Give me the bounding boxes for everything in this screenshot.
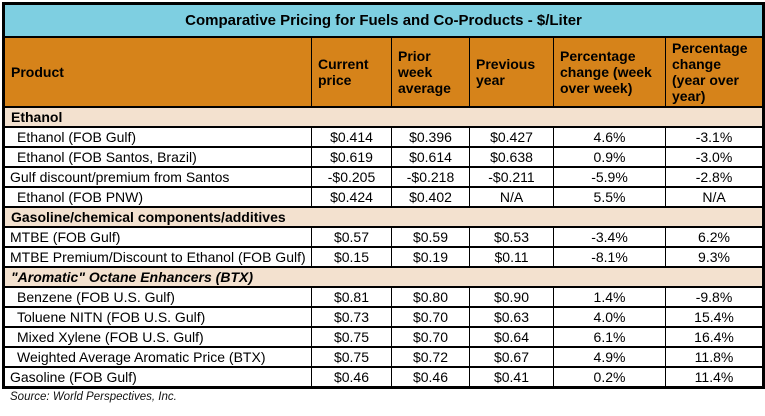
- value-cell: 11.8%: [664, 345, 765, 368]
- value-cell: 6.2%: [664, 225, 765, 248]
- product-cell: Gulf discount/premium from Santos: [3, 165, 312, 188]
- value-cell: $0.81: [311, 285, 392, 308]
- column-header-row: Product Current price Prior week average Pr…: [3, 36, 765, 108]
- value-cell: $0.46: [311, 365, 392, 388]
- product-cell: Benzene (FOB U.S. Gulf): [3, 285, 312, 308]
- table-row-mtbe-fob-gulf: MTBE (FOB Gulf) $0.57 $0.59 $0.53 -3.4% 6.2%: [3, 225, 765, 248]
- value-cell: -3.1%: [664, 125, 765, 148]
- value-cell: $0.19: [391, 245, 470, 268]
- value-cell: $0.396: [391, 125, 470, 148]
- value-cell: $0.70: [391, 325, 470, 348]
- table-row-mixed-xylene-fob-u-s-gulf: Mixed Xylene (FOB U.S. Gulf) $0.75 $0.70 $0…: [3, 325, 765, 348]
- table-body: Ethanol Ethanol (FOB Gulf) $0.414 $0.396 $0.…: [2, 105, 765, 388]
- product-cell: Ethanol (FOB Gulf): [3, 125, 312, 148]
- value-cell: $0.57: [311, 225, 392, 248]
- table-row-ethanol-fob-gulf: Ethanol (FOB Gulf) $0.414 $0.396 $0.427 4.6%…: [3, 125, 765, 148]
- value-cell: -3.0%: [664, 145, 765, 168]
- column-header-prior-week-average: Prior week average: [391, 36, 470, 108]
- value-cell: $0.64: [469, 325, 554, 348]
- value-cell: 1.4%: [553, 285, 666, 308]
- value-cell: 15.4%: [664, 305, 765, 328]
- section-header-label: "Aromatic" Octane Enhancers (BTX): [2, 265, 765, 288]
- value-cell: -$0.218: [391, 165, 470, 188]
- product-cell: Weighted Average Aromatic Price (BTX): [3, 345, 312, 368]
- table-row-mtbe-premium-discount-to-ethanol-fob-gulf: MTBE Premium/Discount to Ethanol (FOB Gu…: [3, 245, 765, 268]
- value-cell: -2.8%: [664, 165, 765, 188]
- value-cell: $0.80: [391, 285, 470, 308]
- value-cell: N/A: [469, 185, 554, 208]
- table-row-ethanol-fob-pnw: Ethanol (FOB PNW) $0.424 $0.402 N/A 5.5% N/A: [3, 185, 765, 208]
- value-cell: $0.427: [469, 125, 554, 148]
- value-cell: 0.2%: [553, 365, 666, 388]
- value-cell: 6.1%: [553, 325, 666, 348]
- table-row-gasoline-fob-gulf: Gasoline (FOB Gulf) $0.46 $0.46 $0.41 0.2% 11…: [3, 365, 765, 388]
- product-cell: Ethanol (FOB PNW): [3, 185, 312, 208]
- value-cell: 11.4%: [664, 365, 765, 388]
- product-cell: Toluene NITN (FOB U.S. Gulf): [3, 305, 312, 328]
- value-cell: $0.72: [391, 345, 470, 368]
- pricing-table: Comparative Pricing for Fuels and Co-Pro…: [2, 2, 765, 389]
- value-cell: 4.0%: [553, 305, 666, 328]
- value-cell: $0.63: [469, 305, 554, 328]
- table-row-toluene-nitn-fob-u-s-gulf: Toluene NITN (FOB U.S. Gulf) $0.73 $0.70 $0…: [3, 305, 765, 328]
- section-header-label: Ethanol: [2, 105, 765, 128]
- value-cell: $0.73: [311, 305, 392, 328]
- value-cell: $0.75: [311, 325, 392, 348]
- column-header-current-price: Current price: [311, 36, 392, 108]
- product-cell: Mixed Xylene (FOB U.S. Gulf): [3, 325, 312, 348]
- value-cell: $0.67: [469, 345, 554, 368]
- table-row-ethanol-fob-santos-brazil: Ethanol (FOB Santos, Brazil) $0.619 $0.614…: [3, 145, 765, 168]
- product-cell: MTBE Premium/Discount to Ethanol (FOB Gu…: [3, 245, 312, 268]
- value-cell: $0.402: [391, 185, 470, 208]
- value-cell: $0.424: [311, 185, 392, 208]
- page: Comparative Pricing for Fuels and Co-Pro…: [2, 2, 765, 403]
- table-row-gulf-discount-premium-from-santos: Gulf discount/premium from Santos -$0.205…: [3, 165, 765, 188]
- column-header-percentage-change-year-over-year: Percentage change (year over year): [664, 36, 765, 108]
- value-cell: $0.15: [311, 245, 392, 268]
- value-cell: $0.59: [391, 225, 470, 248]
- product-cell: Ethanol (FOB Santos, Brazil): [3, 145, 312, 168]
- value-cell: $0.75: [311, 345, 392, 368]
- value-cell: 16.4%: [664, 325, 765, 348]
- value-cell: -$0.205: [311, 165, 392, 188]
- value-cell: -$0.211: [469, 165, 554, 188]
- value-cell: -8.1%: [553, 245, 666, 268]
- product-cell: Gasoline (FOB Gulf): [3, 365, 312, 388]
- column-header-percentage-change-week-over-week: Percentage change (week over week): [553, 36, 666, 108]
- value-cell: $0.638: [469, 145, 554, 168]
- value-cell: -5.9%: [553, 165, 666, 188]
- value-cell: 4.6%: [553, 125, 666, 148]
- table-title: Comparative Pricing for Fuels and Co-Pro…: [3, 3, 764, 38]
- value-cell: $0.11: [469, 245, 554, 268]
- value-cell: N/A: [664, 185, 765, 208]
- product-cell: MTBE (FOB Gulf): [3, 225, 312, 248]
- title-row: Comparative Pricing for Fuels and Co-Pro…: [3, 3, 764, 38]
- section-header-label: Gasoline/chemical components/additives: [2, 205, 765, 228]
- column-header-previous-year: Previous year: [469, 36, 554, 108]
- source-note: Source: World Perspectives, Inc.: [10, 390, 177, 403]
- value-cell: 5.5%: [553, 185, 666, 208]
- value-cell: -9.8%: [664, 285, 765, 308]
- value-cell: $0.70: [391, 305, 470, 328]
- section-header-row-aromatic-octane-enhancers-btx: "Aromatic" Octane Enhancers (BTX): [2, 265, 765, 288]
- value-cell: $0.614: [391, 145, 470, 168]
- value-cell: $0.414: [311, 125, 392, 148]
- value-cell: -3.4%: [553, 225, 666, 248]
- section-header-row-gasoline-chemical-components-additives: Gasoline/chemical components/additives: [2, 205, 765, 228]
- table-row-weighted-average-aromatic-price-btx: Weighted Average Aromatic Price (BTX) $0.…: [3, 345, 765, 368]
- value-cell: 4.9%: [553, 345, 666, 368]
- value-cell: 9.3%: [664, 245, 765, 268]
- table-row-benzene-fob-u-s-gulf: Benzene (FOB U.S. Gulf) $0.81 $0.80 $0.90 1.…: [3, 285, 765, 308]
- column-header-product: Product: [3, 36, 312, 108]
- section-header-row-ethanol: Ethanol: [2, 105, 765, 128]
- value-cell: $0.90: [469, 285, 554, 308]
- value-cell: $0.619: [311, 145, 392, 168]
- value-cell: $0.46: [391, 365, 470, 388]
- value-cell: $0.41: [469, 365, 554, 388]
- value-cell: $0.53: [469, 225, 554, 248]
- value-cell: 0.9%: [553, 145, 666, 168]
